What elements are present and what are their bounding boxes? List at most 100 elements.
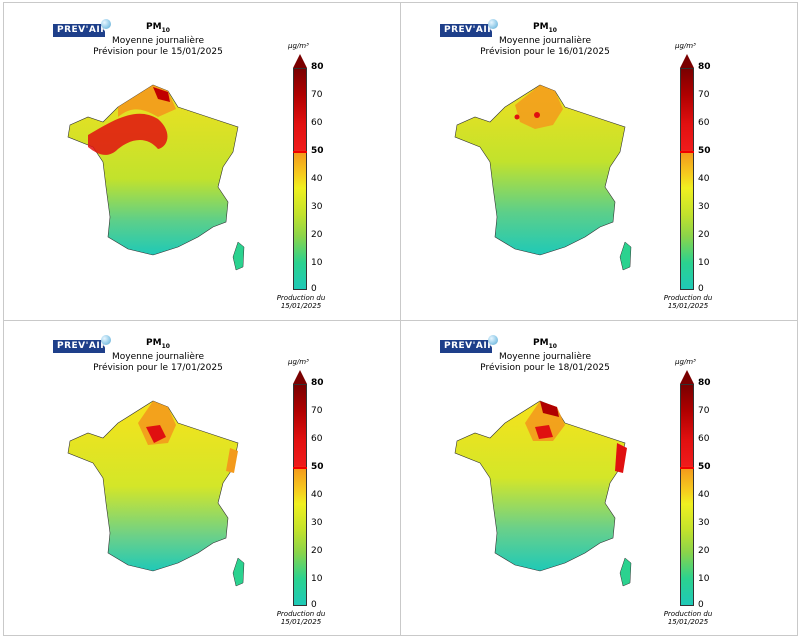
forecast-panel-1: PREV'AIR PM10 Moyenne journalière Prévis…	[3, 2, 398, 318]
pollution-red-zone	[146, 425, 166, 443]
colorbar-tick-0: 0	[698, 284, 704, 294]
colorbar-tick-80: 80	[698, 62, 711, 72]
panel-subtitle: Moyenne journalière	[499, 35, 591, 46]
prevair-logo: PREV'AIR	[440, 19, 498, 37]
pollution-orange-zone	[515, 85, 563, 129]
colorbar-tick-80: 80	[311, 62, 324, 72]
production-date: Production du 15/01/2025	[276, 294, 326, 310]
pollutant-label: PM10	[533, 338, 557, 350]
colorbar-gradient	[680, 384, 694, 606]
colorbar-gradient	[293, 68, 307, 290]
prevair-logo: PREV'AIR	[53, 19, 111, 37]
globe-icon	[101, 335, 111, 345]
colorbar-tick-70: 70	[311, 406, 323, 416]
colorbar-unit: µg/m³	[675, 42, 696, 50]
panel-forecast-date: Prévision pour le 18/01/2025	[480, 362, 610, 373]
pollutant-label: PM10	[146, 338, 170, 350]
pollutant-label: PM10	[533, 22, 557, 34]
threshold-50-mark	[293, 467, 307, 469]
colorbar-arrow	[680, 54, 694, 68]
panel-title: PM10 Moyenne journalière Prévision pour …	[3, 338, 313, 374]
france-map	[67, 400, 245, 587]
panel-title: PM10 Moyenne journalière Prévision pour …	[390, 338, 700, 374]
colorbar-tick-80: 80	[311, 378, 324, 388]
forecast-panel-2: PREV'AIR PM10 Moyenne journalière Prévis…	[390, 2, 785, 318]
colorbar-tick-70: 70	[698, 90, 710, 100]
pollution-hotspot-band	[88, 113, 168, 155]
colorbar-tick-10: 10	[698, 574, 710, 584]
colorbar-tick-10: 10	[698, 258, 710, 268]
colorbar-tick-20: 20	[311, 230, 323, 240]
france-map	[454, 84, 632, 271]
colorbar	[293, 370, 307, 606]
grid-divider-horizontal	[3, 320, 798, 321]
colorbar-arrow	[293, 54, 307, 68]
pollution-east-red	[615, 443, 627, 473]
globe-icon	[488, 335, 498, 345]
colorbar-tick-60: 60	[311, 118, 323, 128]
colorbar-gradient	[293, 384, 307, 606]
logo-text: PREV'AIR	[57, 341, 108, 351]
france-outline	[454, 400, 626, 572]
threshold-50-mark	[293, 151, 307, 153]
panel-subtitle: Moyenne journalière	[112, 35, 204, 46]
pollution-orange-zone	[138, 401, 176, 445]
colorbar-tick-60: 60	[698, 118, 710, 128]
colorbar-tick-30: 30	[698, 518, 710, 528]
logo-text: PREV'AIR	[57, 25, 108, 35]
panel-title: PM10 Moyenne journalière Prévision pour …	[3, 22, 313, 58]
colorbar-arrow	[680, 370, 694, 384]
panel-subtitle: Moyenne journalière	[112, 351, 204, 362]
colorbar-tick-40: 40	[311, 490, 323, 500]
colorbar-unit: µg/m³	[288, 42, 309, 50]
pollution-east-orange	[226, 448, 238, 473]
colorbar-tick-50: 50	[698, 146, 711, 156]
colorbar-unit: µg/m³	[288, 358, 309, 366]
france-outline	[67, 400, 239, 572]
colorbar-tick-50: 50	[698, 462, 711, 472]
pollution-red-spot	[534, 112, 540, 118]
logo-text: PREV'AIR	[444, 341, 495, 351]
colorbar-tick-60: 60	[311, 434, 323, 444]
colorbar-tick-40: 40	[311, 174, 323, 184]
colorbar-tick-40: 40	[698, 490, 710, 500]
corsica-island	[619, 557, 632, 587]
colorbar-tick-80: 80	[698, 378, 711, 388]
panel-title: PM10 Moyenne journalière Prévision pour …	[390, 22, 700, 58]
colorbar-tick-50: 50	[311, 146, 324, 156]
france-outline	[454, 84, 626, 256]
panel-subtitle: Moyenne journalière	[499, 351, 591, 362]
pollution-north-red	[153, 87, 170, 102]
corsica-island	[232, 557, 245, 587]
colorbar	[680, 54, 694, 290]
production-date: Production du 15/01/2025	[276, 610, 326, 626]
threshold-50-mark	[680, 151, 694, 153]
colorbar-tick-0: 0	[311, 284, 317, 294]
panel-forecast-date: Prévision pour le 16/01/2025	[480, 46, 610, 57]
colorbar-tick-40: 40	[698, 174, 710, 184]
pollution-red-zone	[535, 425, 553, 439]
colorbar-tick-30: 30	[698, 202, 710, 212]
colorbar-tick-70: 70	[311, 90, 323, 100]
colorbar-tick-30: 30	[311, 202, 323, 212]
colorbar-tick-30: 30	[311, 518, 323, 528]
pollutant-label: PM10	[146, 22, 170, 34]
forecast-panel-4: PREV'AIR PM10 Moyenne journalière Prévis…	[390, 318, 785, 634]
corsica-island	[232, 241, 245, 271]
threshold-50-mark	[680, 467, 694, 469]
colorbar	[680, 370, 694, 606]
pollution-north-red	[540, 401, 559, 417]
colorbar-tick-60: 60	[698, 434, 710, 444]
pollution-red-spot	[514, 114, 520, 120]
production-date: Production du 15/01/2025	[663, 610, 713, 626]
colorbar-tick-70: 70	[698, 406, 710, 416]
colorbar-tick-10: 10	[311, 258, 323, 268]
prevair-logo: PREV'AIR	[440, 335, 498, 353]
prevair-logo: PREV'AIR	[53, 335, 111, 353]
globe-icon	[101, 19, 111, 29]
corsica-island	[619, 241, 632, 271]
colorbar	[293, 54, 307, 290]
panel-forecast-date: Prévision pour le 15/01/2025	[93, 46, 223, 57]
colorbar-tick-0: 0	[311, 600, 317, 610]
forecast-panel-3: PREV'AIR PM10 Moyenne journalière Prévis…	[3, 318, 398, 634]
